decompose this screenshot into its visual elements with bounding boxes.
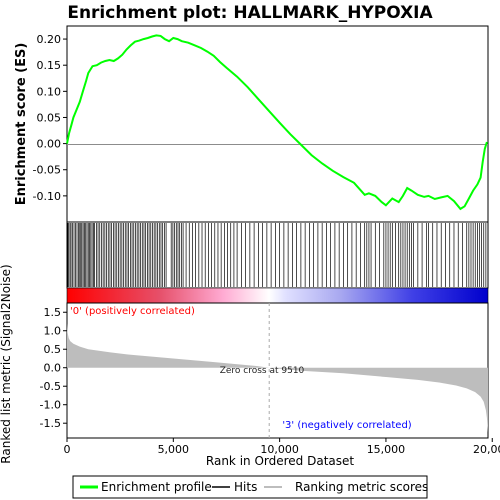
zero-cross-label: Zero cross at 9510 [220,366,305,376]
x-axis-label: Rank in Ordered Dataset [206,454,354,468]
metric-y-tick-label: 1.5 [44,306,62,319]
x-tick-label: 0 [64,443,71,456]
es-y-axis: 0.20 0.15 0.10 0.05 0.00 -0.05 -0.10 [33,33,67,203]
x-tick-label: 10,000 [260,443,299,456]
x-axis: 0 5,000 10,000 15,000 20,000 [64,438,500,456]
legend-enrichment-label: Enrichment profile [101,480,212,494]
legend-hits-label: Hits [234,480,257,494]
es-y-tick-label: 0.20 [37,33,62,46]
x-tick-label: 15,000 [367,443,406,456]
es-y-tick-label: 0.10 [37,85,62,98]
es-y-tick-label: -0.05 [33,164,61,177]
enrichment-profile-line [66,34,488,211]
es-y-axis-label: Enrichment score (ES) [14,43,29,206]
metric-y-tick-label: -1.0 [40,399,61,412]
hits-marks [67,223,487,287]
es-y-tick-label: 0.00 [37,138,62,151]
legend-metric-label: Ranking metric scores [295,480,428,494]
positive-correlation-label: '0' (positively correlated) [70,306,195,317]
metric-y-tick-label: -1.5 [40,417,61,430]
x-tick-label: 5,000 [158,443,190,456]
chart-title: Enrichment plot: HALLMARK_HYPOXIA [67,3,433,23]
metric-y-tick-label: 0.0 [44,362,62,375]
legend-frame [72,475,428,499]
metric-y-axis-label: Ranked list metric (Signal2Noise) [0,264,13,463]
metric-y-tick-label: 0.5 [44,343,62,356]
legend: Enrichment profile Hits Ranking metric s… [72,475,428,499]
rank-color-bar [66,287,489,304]
negative-correlation-label: '3' (negatively correlated) [282,420,411,431]
metric-y-tick-label: -0.5 [40,380,61,393]
ranking-metric-area [67,323,488,433]
es-y-tick-label: 0.15 [37,59,62,72]
x-tick-label: 20,000 [473,443,500,456]
metric-y-axis: 1.5 1.0 0.5 0.0 -0.5 -1.0 -1.5 [40,306,67,430]
es-panel-frame [66,25,489,223]
metric-y-tick-label: 1.0 [44,325,62,338]
es-y-tick-label: 0.05 [37,111,62,124]
es-y-tick-label: -0.10 [33,190,61,203]
